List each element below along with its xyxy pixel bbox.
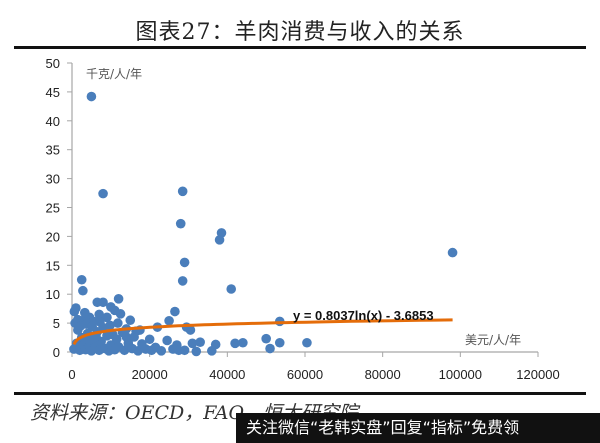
data-point — [78, 285, 88, 296]
data-point — [185, 325, 196, 335]
data-point — [144, 334, 155, 345]
data-point — [125, 315, 136, 326]
y-tick-label: 10 — [46, 287, 60, 302]
chart-title: 图表27：羊肉消费与收入的关系 — [135, 20, 465, 45]
data-point — [102, 312, 112, 323]
data-point — [170, 306, 180, 317]
data-point — [98, 188, 108, 199]
x-tick-label: 60000 — [287, 367, 323, 382]
x-tick-label: 0 — [68, 367, 75, 382]
data-point — [177, 276, 188, 286]
y-tick-label: 20 — [46, 229, 60, 244]
x-tick-label: 20000 — [132, 367, 168, 382]
data-point — [173, 345, 184, 356]
data-point — [191, 346, 202, 357]
x-tick-label: 120000 — [516, 367, 559, 382]
data-point — [214, 235, 225, 245]
y-tick-label: 0 — [53, 345, 60, 360]
y-tick-label: 30 — [46, 172, 60, 187]
watermark-banner: 关注微信“老韩实盘”回复“指标”免费领 — [236, 413, 600, 443]
data-point — [265, 343, 275, 354]
data-point — [156, 346, 167, 356]
data-point — [98, 297, 108, 308]
data-point — [447, 247, 458, 258]
y-tick-label: 15 — [46, 258, 60, 273]
y-tick-label: 5 — [53, 316, 60, 331]
x-tick-label: 40000 — [209, 367, 245, 382]
data-point — [179, 257, 190, 268]
y-tick-label: 25 — [46, 201, 60, 216]
top-divider — [14, 46, 586, 49]
x-axis-label: 美元/人/年 — [465, 333, 521, 347]
x-tick-label: 100000 — [439, 367, 482, 382]
data-point — [121, 332, 132, 342]
data-point — [76, 274, 87, 285]
data-point — [86, 91, 97, 102]
data-point — [113, 294, 124, 304]
x-tick-label: 80000 — [365, 367, 401, 382]
y-tick-label: 40 — [46, 114, 60, 129]
data-point — [95, 317, 105, 327]
data-point — [105, 320, 115, 331]
data-point — [83, 335, 94, 345]
data-point — [207, 346, 217, 356]
data-point — [177, 186, 188, 197]
trendline-equation: y = 0.8037ln(x) - 3.6853 — [293, 308, 434, 323]
data-points — [69, 91, 458, 357]
data-point — [69, 306, 80, 317]
bottom-divider — [14, 392, 586, 395]
y-tick-label: 35 — [46, 143, 60, 158]
data-point — [302, 337, 312, 348]
data-point — [115, 309, 126, 319]
data-point — [195, 337, 205, 347]
trendline — [72, 318, 453, 346]
data-point — [87, 321, 97, 332]
y-axis-label: 千克/人/年 — [86, 67, 142, 81]
y-tick-label: 45 — [46, 85, 60, 100]
data-point — [261, 333, 271, 344]
data-point — [113, 318, 123, 328]
data-point — [164, 315, 174, 326]
data-point — [80, 307, 90, 318]
data-point — [238, 337, 248, 348]
data-point — [230, 338, 240, 349]
data-point — [162, 335, 172, 346]
data-point — [226, 284, 237, 294]
data-point — [111, 334, 122, 345]
data-point — [94, 309, 104, 320]
data-point — [175, 218, 186, 229]
y-tick-label: 50 — [46, 56, 60, 71]
data-point — [187, 338, 198, 349]
data-point — [274, 337, 285, 348]
